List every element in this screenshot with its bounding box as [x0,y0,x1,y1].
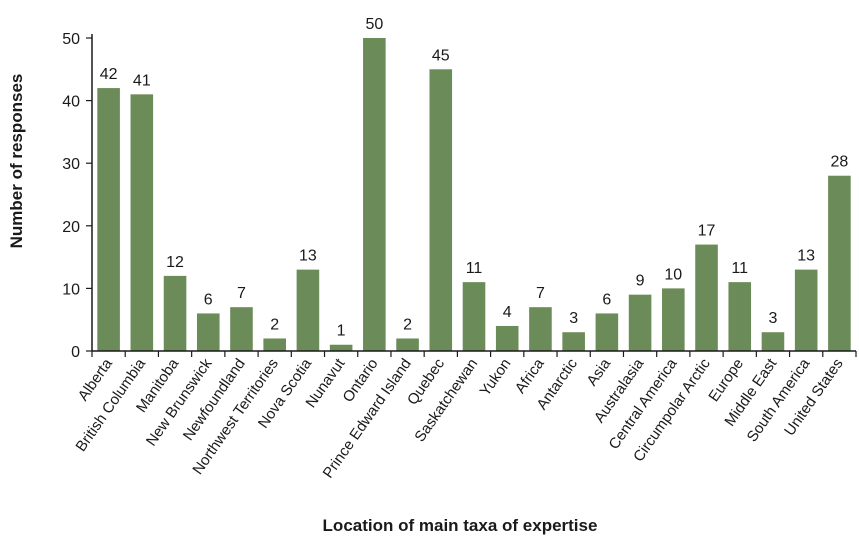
bar-value-label: 10 [664,266,682,283]
bar-value-label: 42 [100,66,118,83]
bar-value-label: 12 [166,254,184,271]
bar-value-label: 1 [337,323,346,340]
bar-value-label: 4 [503,304,512,321]
x-axis-title: Location of main taxa of expertise [323,516,598,535]
bar-value-label: 3 [769,310,778,327]
y-tick-label: 50 [62,31,80,48]
bar-value-label: 11 [731,260,748,277]
x-category-label: Yukon [477,356,515,400]
bar [662,288,685,351]
bar-value-label: 2 [270,316,279,333]
bar [761,332,785,351]
bar [196,313,220,351]
bar-value-label: 28 [830,154,848,171]
bar [728,282,752,351]
bar [130,94,154,351]
bar [296,269,320,351]
bar [97,88,120,351]
bar-value-label: 45 [432,47,450,64]
x-category-label: Asia [583,355,614,389]
bar-value-label: 17 [698,223,716,240]
bar-value-label: 11 [466,260,483,277]
bar [794,269,818,351]
bar-value-label: 13 [299,248,317,265]
bar-value-label: 6 [204,291,213,308]
bar [462,282,486,351]
y-axis-title: Number of responses [7,74,26,249]
bar-value-label: 50 [365,16,383,33]
bar [396,338,419,351]
bar [230,307,253,351]
y-tick-label: 10 [62,281,80,298]
y-tick-label: 40 [62,94,80,111]
bar [595,313,619,351]
y-tick-label: 30 [62,156,80,173]
y-tick-label: 0 [71,344,80,361]
bar [163,275,187,351]
bar [695,244,718,351]
bar-value-label: 7 [237,285,246,302]
bar [363,38,386,351]
bar [263,338,286,351]
value-labels-layer: 42 41 12 6 7 2 13 1 50 2 45 11 4 7 3 6 9 10 17 11 3 13 28 [100,16,849,340]
bar [495,325,519,351]
bar [529,307,552,351]
bar-value-label: 41 [133,72,151,89]
bar [429,69,453,352]
bar-value-label: 6 [602,291,611,308]
bar-value-label: 3 [569,310,578,327]
bar [628,294,652,351]
bar-value-label: 2 [403,316,412,333]
bar-value-label: 9 [636,273,645,290]
bar [828,175,851,351]
bars-layer [97,38,851,352]
bar [329,344,353,351]
bar-value-label: 7 [536,285,545,302]
y-tick-label: 20 [62,219,80,236]
bar [562,332,585,351]
bar-value-label: 13 [797,248,815,265]
